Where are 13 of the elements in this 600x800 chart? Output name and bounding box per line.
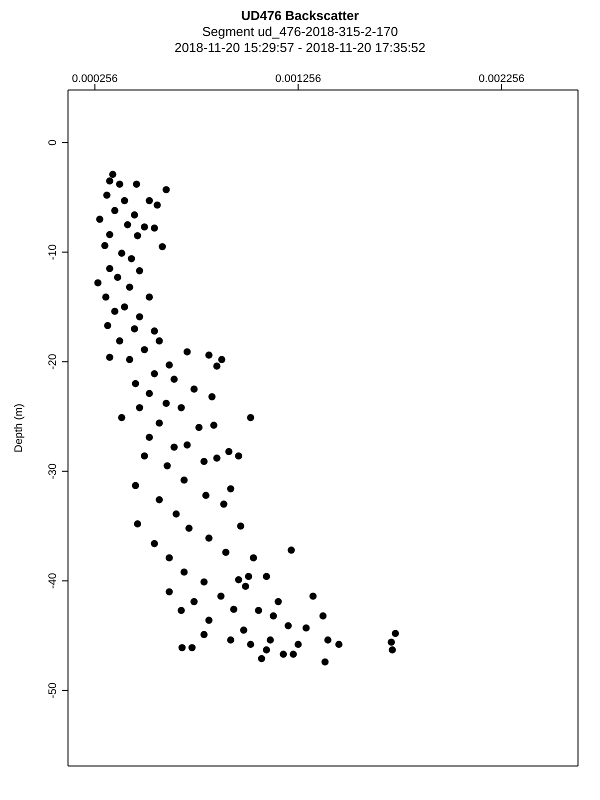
y-tick-label: -40 [47, 572, 59, 589]
y-tick-label: -30 [47, 463, 59, 480]
y-axis-title: Depth (m) [12, 404, 25, 452]
x-tick-label: 0.001256 [275, 73, 322, 85]
x-tick-label: 0.000256 [72, 73, 118, 85]
chart-title: UD476 Backscatter [240, 8, 360, 24]
y-tick-label: 0 [47, 140, 59, 146]
y-tick-label: -20 [47, 354, 59, 370]
chart-subtitle: Segment ud_476-2018-315-2-170 [201, 24, 399, 40]
text: 2018-11-20 15:29:57 - 2018-11-20 17:35:52 [173, 40, 427, 56]
y-tick-label: -50 [47, 682, 59, 698]
y-tick-label: -10 [47, 244, 59, 260]
x-tick-label: 0.002256 [478, 73, 524, 85]
